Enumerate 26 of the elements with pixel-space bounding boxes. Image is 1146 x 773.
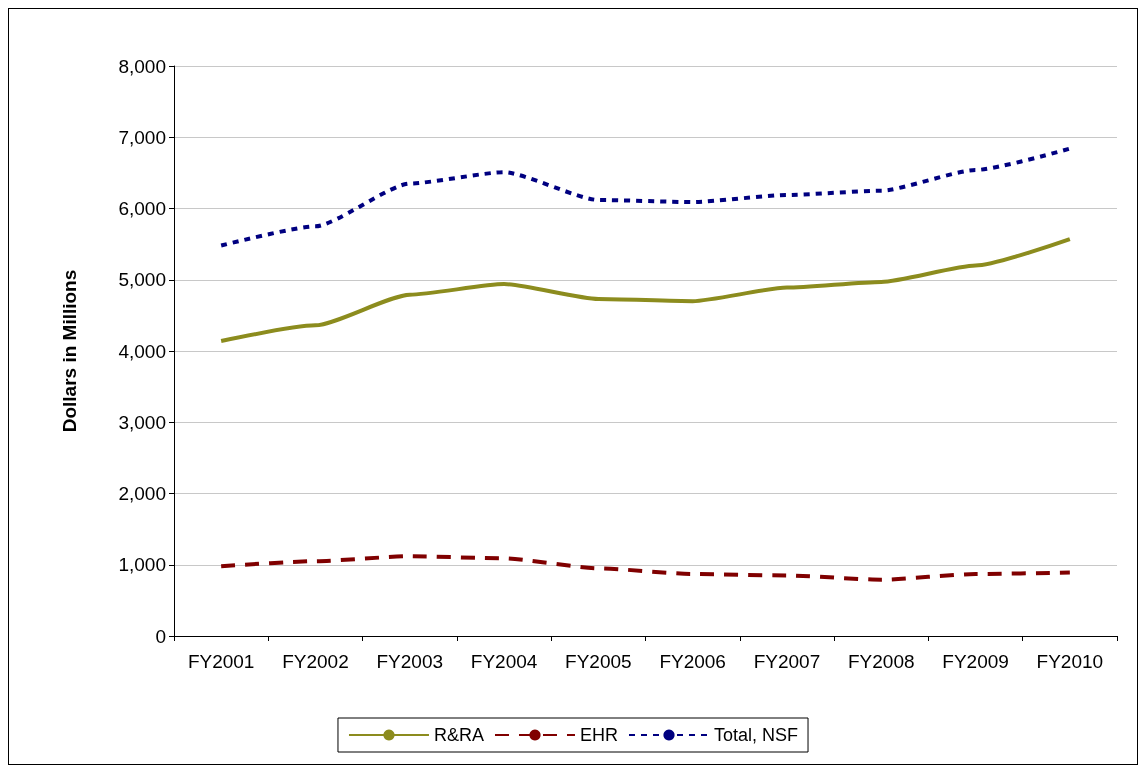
x-tick-label: FY2002 <box>282 651 349 672</box>
x-tick-label: FY2005 <box>565 651 632 672</box>
x-tick-label: FY2010 <box>1036 651 1104 672</box>
x-tick-label: FY2001 <box>187 651 255 672</box>
y-axis-title: Dollars in Millions <box>59 269 80 433</box>
line-series <box>219 146 1072 248</box>
x-tick-label: FY2007 <box>753 651 821 672</box>
line-series <box>219 554 1072 582</box>
x-tick-label: FY2006 <box>659 651 726 672</box>
y-tick-label: 2,000 <box>118 483 166 504</box>
x-tick-label: FY2003 <box>376 651 444 672</box>
y-tick-label: 1,000 <box>118 554 166 576</box>
x-tick-label: FY2008 <box>847 651 915 672</box>
y-tick-label: 3,000 <box>118 411 166 433</box>
x-tick-label: FY2009 <box>942 651 1009 672</box>
line-series <box>219 237 1072 344</box>
y-tick-label: 7,000 <box>118 126 166 148</box>
y-tick-label: 4,000 <box>118 340 166 362</box>
legend-label: Total, NSF <box>714 725 799 745</box>
y-tick-label: 6,000 <box>118 198 166 219</box>
y-tick-label: 8,000 <box>118 55 166 77</box>
y-tick-label: 5,000 <box>118 269 166 291</box>
legend-label: EHR <box>579 725 619 745</box>
x-tick-label: FY2004 <box>470 651 538 672</box>
y-tick-label: 0 <box>155 625 166 647</box>
legend-label: R&RA <box>433 725 484 745</box>
